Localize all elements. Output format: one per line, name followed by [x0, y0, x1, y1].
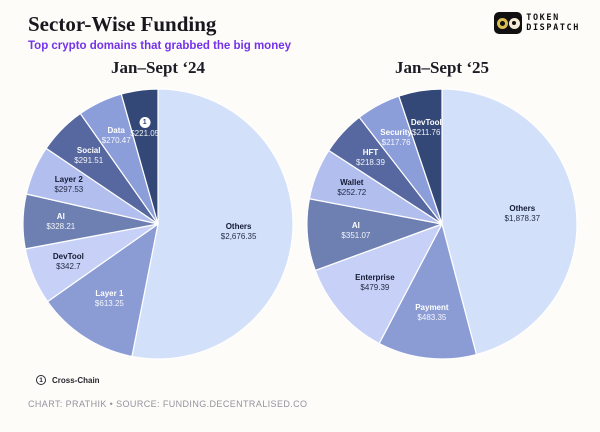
pie-chart-2025: Jan–Sept ‘25 Others $1,878.37 Payment $483…: [298, 58, 586, 362]
page-title: Sector-Wise Funding: [28, 12, 217, 36]
token-dispatch-logo: TOKEN DISPATCH: [494, 12, 580, 34]
chart-title-2024: Jan–Sept ‘24: [111, 58, 205, 77]
pie-svg: [22, 88, 294, 360]
owl-left-eye-icon: [496, 17, 508, 29]
owl-logo-icon: [494, 12, 523, 34]
pie-slice-enterprise: [314, 223, 443, 345]
pie-2025: Others $1,878.37 Payment $483.35 Enterpris…: [304, 86, 580, 362]
pie-slice-layer-1: [46, 223, 159, 358]
footnote-label: Cross-Chain: [52, 375, 100, 385]
owl-right-eye-icon: [508, 17, 520, 29]
source-credit: CHART: PRATHIK • SOURCE: FUNDING.DECENTR…: [28, 399, 308, 409]
pie-slice-others: [441, 88, 578, 356]
chart-title-2025: Jan–Sept ‘25: [395, 58, 489, 77]
pie-svg: [306, 88, 578, 360]
pie-2024: Others $2,676.35 Layer 1 $613.25 DevTool $3…: [20, 86, 296, 362]
pie-slice-devtool: [398, 88, 443, 225]
pie-slice-payment: [378, 223, 478, 360]
footnote-marker-badge: 1: [36, 375, 46, 385]
logo-wordmark: TOKEN DISPATCH: [526, 13, 580, 33]
pie-chart-2024: Jan–Sept ‘24 Others $2,676.35 Layer 1 $613…: [14, 58, 302, 362]
pie-slice-others: [131, 88, 294, 360]
page-subtitle: Top crypto domains that grabbed the big …: [28, 40, 292, 52]
footnote-cross-chain: 1 Cross-Chain: [36, 375, 100, 385]
